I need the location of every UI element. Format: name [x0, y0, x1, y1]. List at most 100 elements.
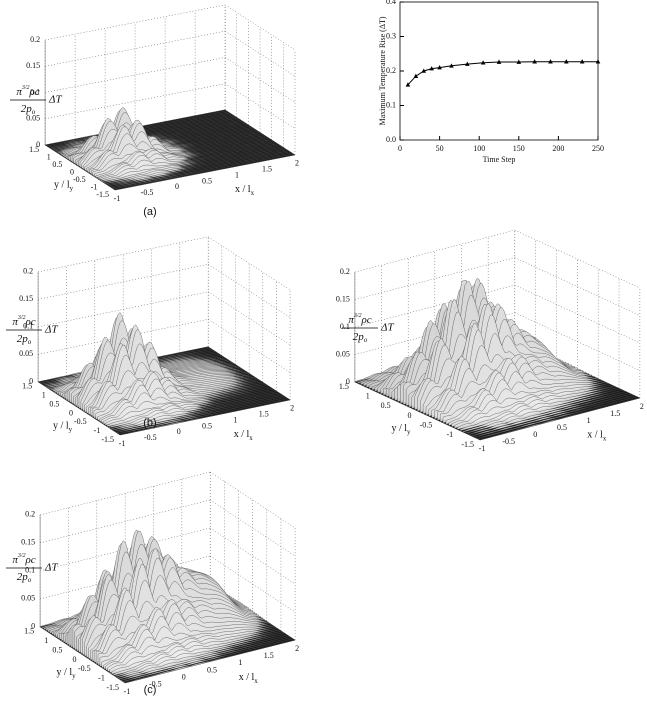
x-tick-label: 0	[398, 144, 402, 153]
y-tick-label: -0.5	[74, 417, 87, 426]
y-tick-label: 1.5	[339, 382, 349, 391]
y-tick-label: 1	[42, 391, 46, 400]
z-tick-label: 0.1	[340, 322, 350, 331]
x-tick-label: 1.5	[262, 165, 272, 174]
x-axis-label: x / lx	[235, 184, 255, 196]
x-tick-label: 1.5	[264, 651, 274, 660]
z-tick-label: 0.2	[25, 510, 35, 519]
x-label-text: x / l	[587, 430, 603, 441]
grid-line	[514, 257, 641, 316]
marker	[449, 63, 454, 68]
y-axis-label: y / ly	[54, 180, 74, 192]
y-tick-label: -1.5	[101, 435, 114, 444]
z-label-numerator: π3/2ρc	[348, 313, 371, 325]
z-label-pi: π	[348, 314, 354, 326]
surface-panel: 00.050.10.150.2-1-0.500.511.52-1.5-1-0.5…	[336, 229, 644, 453]
z-label-den: 2p	[17, 333, 29, 345]
x-tick-label: 0.5	[202, 421, 212, 430]
x-tick-label: 50	[436, 144, 444, 153]
y-tick-label: 0	[73, 655, 77, 664]
x-tick-label: 2	[295, 159, 299, 168]
y-axis-label: y / ly	[57, 667, 77, 679]
x-tick-label: 0.5	[557, 423, 567, 432]
x-axis-label: x / lx	[239, 672, 259, 684]
marker	[496, 59, 502, 64]
x-tick-label: 2	[290, 404, 294, 413]
z-label-den-sub: o	[28, 338, 32, 346]
z-tick-label: 0	[29, 377, 33, 386]
x-axis-label: Time Step	[483, 155, 516, 164]
y-tick-label: -1.5	[106, 683, 119, 692]
marker	[413, 73, 419, 78]
x-tick-label: 150	[513, 144, 525, 153]
marker	[532, 59, 537, 64]
y-tick-label: 1.5	[22, 382, 32, 391]
y-tick-label: -1	[446, 430, 453, 439]
x-tick-label: 0	[175, 182, 179, 191]
z-label-rest: ρc	[25, 554, 36, 566]
grid-line	[354, 229, 515, 273]
y-tick-label: -1.5	[461, 440, 474, 449]
surface-strip	[119, 636, 290, 680]
grid-line	[38, 264, 209, 300]
z-label-numerator: π3/2ρc	[12, 315, 35, 327]
y-tick-label: 0	[70, 167, 74, 176]
z-label-suffix: ΔT	[44, 324, 58, 336]
x-tick-label: 0.5	[202, 176, 212, 185]
grid-line	[45, 83, 226, 119]
z-tick-label: 0.15	[26, 61, 40, 70]
x-tick-label: 1	[587, 416, 591, 425]
z-tick-label: 0.1	[30, 87, 40, 96]
x-tick-label: -1	[114, 194, 121, 203]
y-label-text: y / l	[54, 180, 70, 191]
surface-strip	[112, 394, 283, 431]
x-tick-label: 2	[640, 402, 644, 411]
x-tick-label: -0.5	[141, 188, 154, 197]
y-tick-label: -0.5	[73, 175, 86, 184]
x-label-sub: x	[251, 188, 255, 196]
surface-strip	[117, 634, 288, 679]
y-label-sub: y	[69, 425, 73, 433]
z-tick-label: 0.05	[19, 349, 33, 358]
y-tick-label: 1.5	[29, 145, 39, 154]
marker	[465, 61, 470, 66]
z-label-exp: 3/2	[17, 553, 26, 559]
z-label-exp: 3/2	[21, 85, 30, 91]
x-axis-label: x / lx	[234, 429, 254, 441]
z-label-numerator: π3/2ρc	[12, 553, 35, 565]
x-tick-label: -0.5	[502, 437, 515, 446]
x-label-text: x / l	[234, 429, 250, 440]
grid-line	[354, 257, 515, 300]
surface-strip	[110, 393, 281, 430]
z-label-den: 2p	[21, 103, 33, 115]
z-tick-label: 0.2	[23, 267, 33, 276]
grid-line	[38, 236, 209, 273]
z-label-den-sub: o	[32, 108, 36, 116]
y-tick-label: 1	[366, 392, 370, 401]
x-tick-label: -0.5	[149, 680, 162, 689]
y-tick-label: -0.5	[78, 664, 91, 673]
grid-line	[208, 264, 291, 318]
surface-strip	[474, 395, 635, 438]
y-tick-label: 0	[69, 408, 73, 417]
x-tick-label: 1	[233, 415, 237, 424]
marker	[405, 82, 411, 87]
x-tick-label: -1	[124, 687, 131, 696]
y-label-sub: y	[72, 672, 76, 680]
surface-panel: 00.050.10.150.2-1-0.500.511.52-1.5-1-0.5…	[6, 236, 294, 448]
surface-strip	[95, 142, 276, 178]
x-label-text: x / l	[239, 672, 255, 683]
y-tick-label: 0.4	[386, 0, 396, 6]
grid-line	[224, 57, 296, 103]
surface-strip	[120, 637, 292, 681]
y-tick-label: -1	[94, 426, 101, 435]
surface-strip	[114, 396, 285, 432]
y-label-sub: y	[407, 428, 411, 436]
z-label-rest: ρc	[361, 314, 372, 326]
surface-strip	[113, 153, 294, 190]
x-tick-label: 1.5	[259, 410, 269, 419]
x-tick-label: -0.5	[144, 433, 157, 442]
x-tick-label: 0	[533, 430, 537, 439]
surface-strip	[115, 633, 286, 677]
x-tick-label: -1	[119, 439, 126, 448]
